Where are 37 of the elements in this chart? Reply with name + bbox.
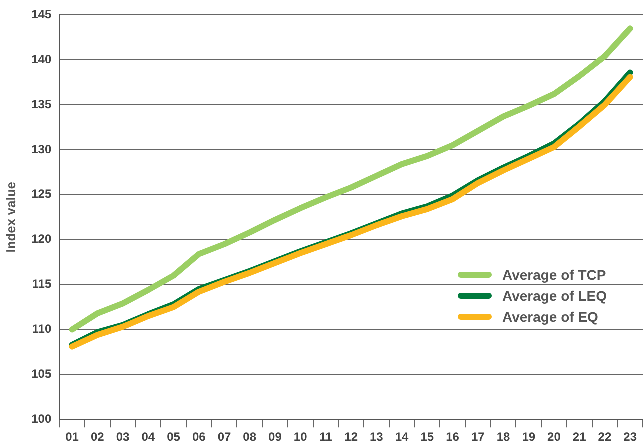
y-tick-label: 110 bbox=[32, 322, 52, 336]
x-tick-label: 23 bbox=[624, 430, 638, 444]
y-tick-label: 105 bbox=[32, 366, 52, 381]
y-tick-label: 100 bbox=[32, 412, 52, 426]
x-tick-label: 06 bbox=[192, 430, 206, 444]
y-tick-label: 115 bbox=[32, 277, 52, 292]
x-tick-label: 15 bbox=[420, 430, 434, 444]
x-tick-label: 10 bbox=[294, 430, 308, 444]
x-tick-label: 17 bbox=[471, 430, 486, 444]
y-tick-label: 125 bbox=[32, 187, 52, 202]
x-tick-label: 11 bbox=[320, 430, 333, 444]
x-tick-label: 02 bbox=[90, 430, 105, 444]
y-tick-label: 135 bbox=[32, 97, 52, 112]
x-tick-label: 20 bbox=[548, 430, 562, 444]
legend-label: Average of EQ bbox=[502, 308, 598, 324]
x-tick-label: 12 bbox=[344, 430, 358, 444]
y-tick-label: 145 bbox=[32, 8, 52, 22]
x-tick-label: 08 bbox=[243, 430, 257, 444]
x-tick-label: 01 bbox=[66, 430, 80, 444]
y-tick-label: 130 bbox=[32, 142, 52, 156]
x-tick-label: 03 bbox=[116, 430, 130, 444]
x-tick-label: 04 bbox=[142, 430, 156, 444]
x-tick-label: 18 bbox=[496, 430, 510, 444]
y-tick-label: 120 bbox=[32, 232, 52, 246]
x-tick-label: 21 bbox=[572, 430, 587, 444]
legend-label: Average of LEQ bbox=[502, 288, 607, 304]
x-tick-label: 14 bbox=[395, 430, 410, 444]
x-tick-label: 19 bbox=[522, 430, 536, 444]
y-axis-title: Index value bbox=[3, 182, 18, 253]
x-tick-label: 13 bbox=[370, 430, 384, 444]
x-tick-label: 09 bbox=[268, 430, 282, 444]
y-tick-label: 140 bbox=[32, 52, 52, 66]
x-tick-label: 16 bbox=[446, 430, 460, 444]
x-tick-label: 05 bbox=[167, 430, 181, 444]
legend-label: Average of TCP bbox=[502, 266, 606, 282]
x-tick-label: 22 bbox=[598, 430, 612, 444]
x-tick-label: 07 bbox=[218, 430, 232, 444]
